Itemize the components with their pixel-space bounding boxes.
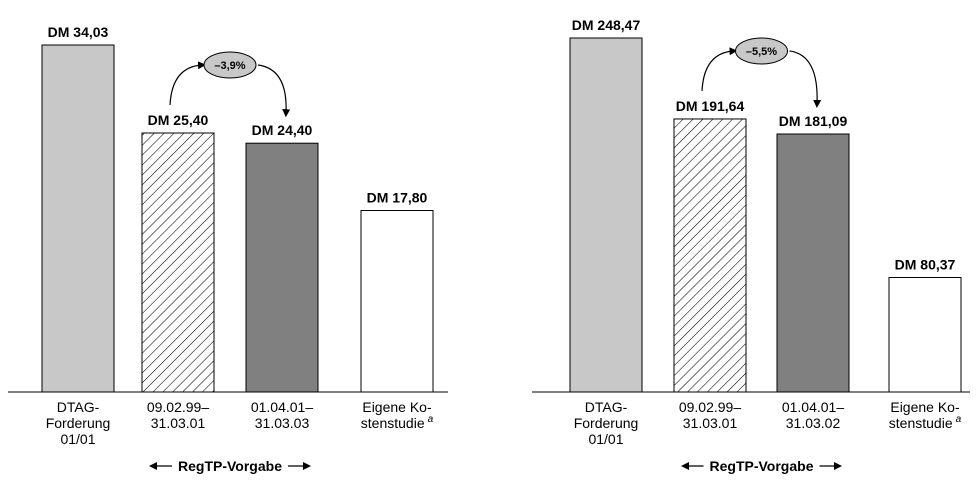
category-label-2: 09.02.99– 31.03.01 — [147, 399, 209, 431]
bar-2 — [141, 132, 215, 393]
bar-1 — [569, 37, 643, 393]
bar-1 — [41, 44, 115, 393]
bar-4 — [360, 209, 434, 393]
change-label: –3,9% — [214, 60, 245, 72]
range-annotation: RegTP-Vorgabe — [149, 458, 311, 474]
category-label-4: Eigene Ko-stenstudie a — [889, 399, 962, 431]
category-label-1: DTAG-Forderung 01/01 — [574, 399, 639, 447]
category-label-1: DTAG-Forderung 01/01 — [46, 399, 111, 447]
change-arrow-down — [257, 64, 291, 118]
change-annotation: –3,9% — [169, 51, 291, 118]
value-label-4: DM 17,80 — [367, 189, 428, 205]
category-label-4: Eigene Ko-stenstudie a — [361, 399, 434, 431]
change-arrow-up — [701, 47, 738, 91]
range-annotation: RegTP-Vorgabe — [681, 458, 842, 474]
change-arrow-up — [169, 61, 206, 106]
category-label-3: 01.04.01– 31.03.02 — [782, 399, 844, 431]
value-label-3: DM 181,09 — [779, 113, 848, 129]
category-label-2: 09.02.99– 31.03.01 — [679, 399, 741, 431]
range-label: RegTP-Vorgabe — [710, 458, 814, 474]
chart-panel-2: DM 248,47 DM 191,64 DM 181,09 DM 80,37 DTAG-… — [532, 17, 970, 474]
value-label-4: DM 80,37 — [895, 256, 956, 272]
value-label-2: DM 25,40 — [148, 112, 209, 128]
change-cloud — [203, 51, 257, 79]
value-label-1: DM 34,03 — [48, 24, 109, 40]
change-annotation: –5,5% — [701, 37, 822, 108]
bar-3 — [245, 142, 319, 393]
value-label-2: DM 191,64 — [676, 98, 745, 114]
bar-4 — [888, 276, 962, 393]
range-label: RegTP-Vorgabe — [178, 458, 282, 474]
chart-panel-1: DM 34,03 DM 25,40 DM 24,40 DM 17,80 DTAG-For… — [8, 24, 448, 474]
bar-2 — [673, 118, 747, 393]
value-label-1: DM 248,47 — [572, 17, 641, 33]
bar-3 — [776, 133, 850, 393]
category-label-3: 01.04.01– 31.03.03 — [251, 399, 313, 431]
value-label-3: DM 24,40 — [252, 122, 313, 138]
change-arrow-down — [789, 50, 822, 108]
change-label: –5,5% — [746, 46, 777, 58]
change-cloud — [735, 37, 788, 65]
